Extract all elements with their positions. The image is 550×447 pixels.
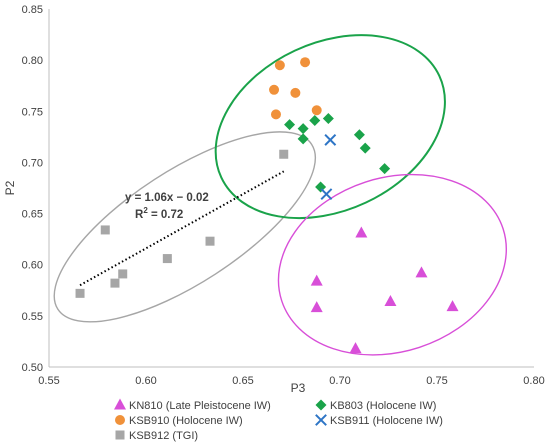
y-tick-label: 0.60 — [22, 260, 43, 272]
data-point-square — [162, 254, 172, 264]
data-point-square — [205, 236, 215, 246]
data-point-circle — [269, 84, 280, 95]
data-point-triangle — [349, 342, 362, 354]
data-point-diamond — [284, 119, 296, 131]
group-ellipses — [53, 34, 507, 356]
data-point-diamond — [379, 163, 391, 175]
data-points — [75, 57, 459, 354]
r2-r: R — [135, 209, 144, 221]
data-point-diamond — [297, 123, 309, 135]
legend-marker-circle — [115, 415, 125, 425]
data-point-circle — [274, 60, 285, 71]
data-point-diamond — [309, 114, 321, 126]
y-tick-label: 0.75 — [22, 106, 43, 118]
x-axis-title: P3 — [291, 381, 306, 395]
y-tick-label: 0.50 — [22, 362, 43, 374]
data-point-diamond — [353, 129, 365, 141]
legend-item: KSB912 (TGI) — [115, 430, 198, 442]
data-point-diamond — [359, 142, 371, 154]
data-point-triangle — [384, 295, 397, 307]
data-point-diamond — [297, 133, 309, 145]
tick-labels: 0.55 0.60 0.65 0.70 0.75 0.800.500.550.600.65… — [22, 4, 545, 387]
r2-value: = 0.72 — [148, 209, 184, 221]
data-point-circle — [270, 109, 281, 120]
data-point-diamond — [322, 112, 334, 124]
data-point-triangle — [355, 226, 368, 238]
data-point-circle — [300, 57, 311, 68]
axes — [48, 9, 534, 368]
y-tick-label: 0.70 — [22, 157, 43, 169]
data-point-circle — [311, 105, 322, 116]
y-axis-title: P2 — [3, 180, 17, 195]
legend-marker-cross-stroke-b — [315, 414, 327, 426]
x-tick-label: 0.75 — [426, 375, 447, 387]
legend-item: KSB911 (Holocene IW) — [315, 414, 443, 427]
data-point-triangle — [415, 266, 428, 278]
data-point-triangle — [446, 300, 459, 312]
legend-marker-square — [115, 430, 125, 440]
data-point-triangle — [310, 274, 323, 286]
legend-marker-cross — [315, 414, 327, 426]
trendline-r2: R2 = 0.72 — [135, 206, 183, 221]
data-point-cross-stroke-b — [320, 188, 333, 201]
data-point-circle — [290, 87, 301, 98]
x-tick-label: 0.55 — [38, 375, 59, 387]
data-point-square — [279, 149, 289, 159]
y-tick-label: 0.55 — [22, 311, 43, 323]
legend-label: KSB911 (Holocene IW) — [330, 415, 443, 427]
ellipse-magenta-group — [277, 173, 507, 356]
y-tick-label: 0.65 — [22, 209, 43, 221]
ellipse-green-group — [214, 34, 446, 220]
data-point-square — [75, 288, 85, 298]
x-tick-label: 0.80 — [523, 375, 544, 387]
y-tick-label: 0.85 — [22, 4, 43, 16]
data-point-triangle — [310, 301, 323, 313]
y-tick-label: 0.80 — [22, 55, 43, 67]
trendline-equation: y = 1.06x − 0.02 — [125, 192, 209, 204]
legend-label: KSB910 (Holocene IW) — [129, 415, 243, 427]
data-point-square — [100, 225, 110, 235]
legend-marker-triangle — [114, 398, 126, 410]
legend-label: KSB912 (TGI) — [129, 430, 198, 442]
legend-item: KSB910 (Holocene IW) — [115, 415, 243, 427]
legend-marker-diamond — [315, 399, 327, 411]
trendline — [79, 170, 285, 287]
legend: KN810 (Late Pleistocene IW) KB803 (Holoce… — [114, 398, 443, 442]
r2-sup: 2 — [143, 206, 148, 215]
x-tick-label: 0.60 — [135, 375, 156, 387]
data-point-square — [118, 269, 128, 279]
legend-item: KN810 (Late Pleistocene IW) — [114, 398, 271, 412]
x-tick-label: 0.65 — [232, 375, 253, 387]
ellipse-gray-group — [53, 131, 317, 323]
data-point-cross — [320, 188, 333, 201]
x-tick-label: 0.70 — [329, 375, 350, 387]
data-point-cross-stroke-b — [324, 134, 337, 146]
legend-label: KB803 (Holocene IW) — [330, 400, 436, 412]
data-point-cross — [324, 134, 337, 146]
trendline-group — [79, 170, 285, 287]
legend-item: KB803 (Holocene IW) — [315, 399, 436, 412]
legend-label: KN810 (Late Pleistocene IW) — [129, 400, 271, 412]
data-point-square — [110, 278, 120, 288]
